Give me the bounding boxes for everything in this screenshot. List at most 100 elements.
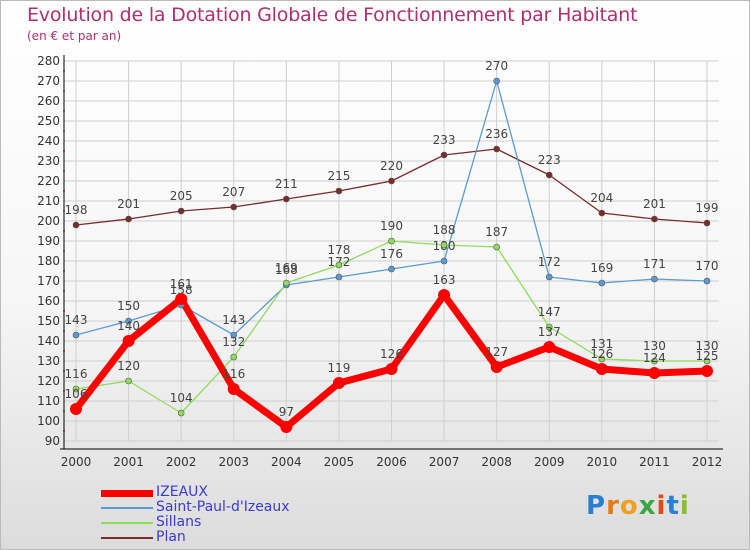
data-label: 143 [65,313,88,327]
data-label: 161 [170,277,193,291]
data-point [175,293,188,305]
data-label: 190 [380,219,403,233]
data-label: 199 [696,201,719,215]
y-tick-label: 210 [37,194,60,208]
data-point [230,331,238,339]
legend-item: Plan [101,530,341,545]
data-point [598,209,606,217]
data-label: 215 [327,169,350,183]
data-point [385,363,398,375]
data-label: 178 [327,243,350,257]
data-point [335,187,343,195]
legend-swatch [101,507,153,509]
data-label: 104 [170,391,193,405]
data-label: 211 [275,177,298,191]
y-tick-label: 170 [37,274,60,288]
legend-swatch [101,489,153,497]
y-tick-label: 140 [37,334,60,348]
data-label: 126 [380,347,403,361]
data-label: 116 [222,367,245,381]
x-tick-label: 2003 [218,455,249,469]
data-point [283,279,290,287]
data-label: 131 [590,337,613,351]
data-label: 204 [590,191,613,205]
legend-label: Sillans [156,514,202,530]
data-point [70,403,82,415]
data-label: 150 [117,299,140,313]
data-point [280,421,293,433]
data-point [335,261,343,269]
data-point [388,177,395,185]
legend-label: IZEAUX [156,484,208,500]
data-point [598,279,606,287]
data-point [125,377,132,385]
legend-item: IZEAUX [101,485,341,500]
data-label: 233 [433,133,456,147]
data-point [440,257,448,265]
y-tick-label: 200 [37,214,60,228]
data-point [703,357,711,365]
data-point [595,363,608,375]
data-label: 170 [696,259,719,273]
data-point [388,237,395,245]
data-label: 97 [279,405,294,419]
data-point [493,145,500,153]
data-label: 172 [538,255,561,269]
data-label: 130 [643,339,666,353]
data-label: 171 [643,257,666,271]
data-label: 143 [222,313,245,327]
data-point [651,275,658,283]
data-label: 187 [485,225,508,239]
data-label: 220 [380,159,403,173]
x-tick-label: 2009 [534,455,565,469]
data-label: 223 [538,153,561,167]
x-tick-label: 2002 [166,455,197,469]
legend-swatch [101,537,153,539]
x-tick-label: 2008 [481,455,512,469]
data-point [545,171,553,179]
x-tick-label: 2006 [376,455,407,469]
data-label: 201 [117,197,140,211]
data-label: 124 [643,351,666,365]
data-label: 201 [643,197,666,211]
data-label: 132 [222,335,245,349]
data-point [122,335,135,347]
data-point [177,409,185,417]
data-point [703,219,711,227]
legend-label: Plan [156,529,186,545]
x-tick-label: 2012 [692,455,723,469]
data-label: 270 [485,59,508,73]
data-label: 163 [433,273,456,287]
y-tick-label: 150 [37,314,60,328]
data-label: 198 [65,203,88,217]
x-tick-label: 2005 [324,455,355,469]
y-tick-label: 240 [37,134,60,148]
data-label: 158 [170,283,193,297]
data-point [648,367,661,379]
data-point [440,151,448,159]
data-label: 137 [538,325,561,339]
data-point [545,273,553,281]
chart-subtitle: (en € et par an) [27,29,122,43]
data-label: 207 [222,185,245,199]
data-label: 188 [433,223,456,237]
data-label: 127 [485,345,508,359]
data-point [543,341,556,353]
data-label: 236 [485,127,508,141]
data-point [651,215,658,223]
y-tick-label: 190 [37,234,60,248]
data-point [125,317,132,325]
data-point [438,289,451,301]
data-point [332,377,345,389]
data-label: 116 [65,367,88,381]
legend: IZEAUX Saint-Paul-d'Izeaux Sillans Plan [101,485,341,545]
data-point [72,221,80,229]
data-point [493,77,500,85]
proxiti-logo: Proxiti [586,491,690,521]
data-point [598,355,606,363]
data-label: 168 [275,263,298,277]
data-point [388,265,395,273]
chart-title: Evolution de la Dotation Globale de Fonc… [27,4,638,26]
y-tick-label: 110 [37,394,60,408]
